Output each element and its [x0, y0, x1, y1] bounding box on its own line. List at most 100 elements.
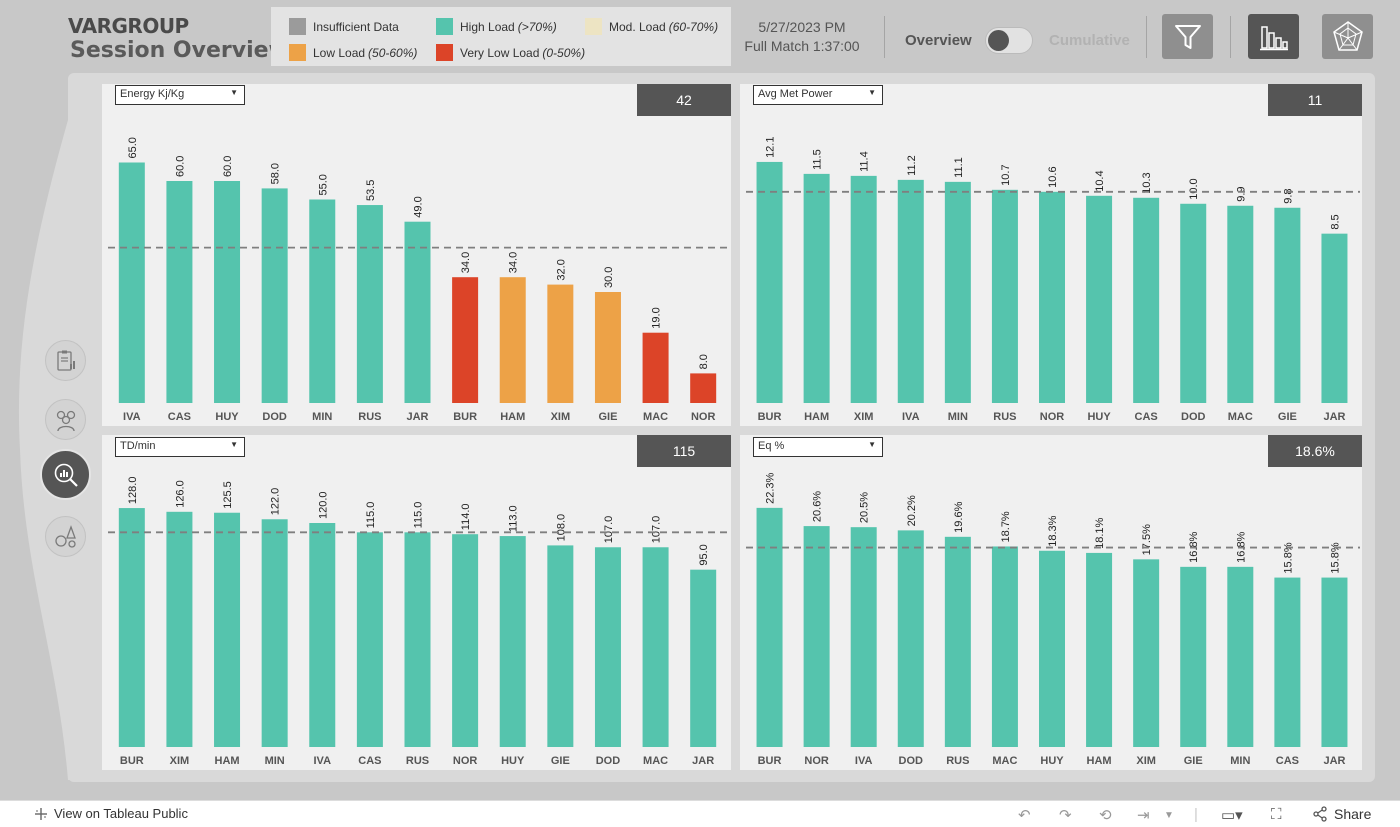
- bar-dod[interactable]: [261, 188, 288, 403]
- bar-rus[interactable]: [944, 536, 971, 747]
- bar-min[interactable]: [309, 199, 336, 404]
- x-tick-label: XIM: [1136, 755, 1156, 767]
- bar-huy[interactable]: [214, 181, 241, 403]
- x-tick-label: JAR: [692, 755, 714, 767]
- bar-iva[interactable]: [850, 527, 877, 747]
- bar-huy[interactable]: [1039, 550, 1065, 747]
- bar-iva[interactable]: [118, 162, 145, 404]
- bar-cas[interactable]: [166, 181, 193, 403]
- revert-icon[interactable]: ⟲: [1099, 807, 1112, 824]
- x-tick-label: BUR: [120, 755, 144, 767]
- bar-bur[interactable]: [452, 277, 479, 403]
- bar-min[interactable]: [1227, 566, 1254, 747]
- bar-rus[interactable]: [404, 532, 431, 747]
- x-tick-label: IVA: [123, 411, 141, 423]
- nav-report-button[interactable]: [45, 340, 86, 381]
- view-toggle[interactable]: [985, 27, 1033, 54]
- bar-bur[interactable]: [118, 508, 145, 747]
- nav-team-button[interactable]: [45, 399, 86, 440]
- bar-bur[interactable]: [756, 161, 783, 403]
- data-label: 8.0: [698, 354, 710, 369]
- metric-dropdown[interactable]: TD/min ▼: [115, 437, 245, 457]
- metric-dropdown[interactable]: Avg Met Power ▼: [753, 85, 883, 105]
- metric-dropdown[interactable]: Energy Kj/Kg ▼: [115, 85, 245, 105]
- bar-iva[interactable]: [897, 179, 924, 403]
- bar-mac[interactable]: [642, 547, 669, 747]
- metric-dropdown-value: Avg Met Power: [758, 88, 833, 100]
- bar-dod[interactable]: [594, 547, 621, 747]
- data-label: 107.0: [651, 516, 663, 544]
- bar-ham[interactable]: [214, 512, 241, 747]
- filter-icon: [1174, 24, 1201, 49]
- tableau-link[interactable]: View on Tableau Public: [34, 806, 188, 821]
- header: VARGROUP Session Overview Insufficient D…: [0, 0, 1400, 72]
- data-label: 128.0: [127, 477, 139, 505]
- comment-icon[interactable]: ▭▾: [1221, 807, 1243, 824]
- bar-bur[interactable]: [756, 507, 783, 747]
- x-tick-label: MIN: [948, 411, 968, 423]
- chart-svg: 12.1 BUR 11.5 HAM 11.4 XIM 11.2 IVA 11.1 MIN 10.7 R…: [746, 137, 1360, 423]
- clipboard-chart-icon: [56, 350, 75, 371]
- legend-label: Insufficient Data: [313, 19, 399, 34]
- bar-mac[interactable]: [991, 546, 1018, 747]
- redo-icon[interactable]: ↷: [1059, 807, 1072, 824]
- toggle-label-overview[interactable]: Overview: [905, 32, 972, 49]
- bar-nor[interactable]: [803, 526, 830, 747]
- bar-jar[interactable]: [690, 569, 717, 747]
- bar-iva[interactable]: [309, 523, 336, 747]
- bar-ham[interactable]: [803, 173, 830, 403]
- bar-gie[interactable]: [594, 292, 621, 403]
- bar-xim[interactable]: [1133, 559, 1160, 747]
- bar-rus[interactable]: [991, 189, 1018, 403]
- bar-jar[interactable]: [1321, 577, 1348, 747]
- data-label: 108.0: [555, 514, 567, 542]
- nav-training-button[interactable]: [45, 516, 86, 557]
- bar-nor[interactable]: [690, 373, 717, 403]
- bar-gie[interactable]: [1180, 566, 1207, 747]
- bar-cas[interactable]: [356, 532, 383, 747]
- data-label: 19.6%: [953, 501, 965, 532]
- bar-cas[interactable]: [1133, 197, 1160, 403]
- bar-xim[interactable]: [166, 511, 193, 747]
- bar-mac[interactable]: [642, 332, 669, 403]
- bar-gie[interactable]: [1274, 207, 1301, 403]
- bar-gie[interactable]: [547, 545, 574, 747]
- team-icon: [56, 410, 75, 431]
- data-label: 107.0: [603, 516, 615, 544]
- x-tick-label: MAC: [992, 755, 1017, 767]
- bar-chart-button[interactable]: [1248, 14, 1299, 59]
- radar-chart-button[interactable]: [1322, 14, 1373, 59]
- bar-huy[interactable]: [1086, 195, 1113, 403]
- share-button[interactable]: Share: [1312, 806, 1371, 822]
- undo-icon[interactable]: ↶: [1018, 807, 1031, 824]
- nav-analysis-button[interactable]: [40, 449, 91, 500]
- bar-nor[interactable]: [452, 534, 479, 747]
- bar-xim[interactable]: [547, 284, 574, 403]
- bar-rus[interactable]: [356, 205, 383, 403]
- bar-min[interactable]: [944, 181, 971, 403]
- bar-nor[interactable]: [1039, 191, 1065, 403]
- refresh-icon[interactable]: ⇥: [1137, 807, 1150, 824]
- x-tick-label: DOD: [899, 755, 924, 767]
- bar-dod[interactable]: [897, 530, 924, 747]
- data-label: 115.0: [413, 502, 425, 529]
- fullscreen-icon[interactable]: ⛶: [1271, 806, 1282, 823]
- bar-jar[interactable]: [1321, 233, 1348, 403]
- bar-huy[interactable]: [499, 536, 526, 747]
- bar-xim[interactable]: [850, 175, 877, 403]
- legend-item-insufficient: Insufficient Data: [289, 18, 399, 35]
- x-tick-label: RUS: [406, 755, 429, 767]
- bar-cas[interactable]: [1274, 577, 1301, 747]
- chart-svg: 65.0 IVA 60.0 CAS 60.0 HUY 58.0 DOD 55.0 MIN 53.5 R…: [108, 137, 729, 423]
- bar-dod[interactable]: [1180, 203, 1207, 403]
- chevron-down-icon[interactable]: ▼: [1164, 810, 1174, 821]
- x-tick-label: JAR: [1323, 755, 1345, 767]
- bar-ham[interactable]: [1086, 552, 1113, 747]
- bar-min[interactable]: [261, 519, 288, 747]
- metric-dropdown[interactable]: Eq % ▼: [753, 437, 883, 457]
- bar-jar[interactable]: [404, 221, 431, 403]
- bar-mac[interactable]: [1227, 205, 1254, 403]
- bar-ham[interactable]: [499, 277, 526, 403]
- toggle-label-cumulative[interactable]: Cumulative: [1049, 32, 1130, 49]
- filter-button[interactable]: [1162, 14, 1213, 59]
